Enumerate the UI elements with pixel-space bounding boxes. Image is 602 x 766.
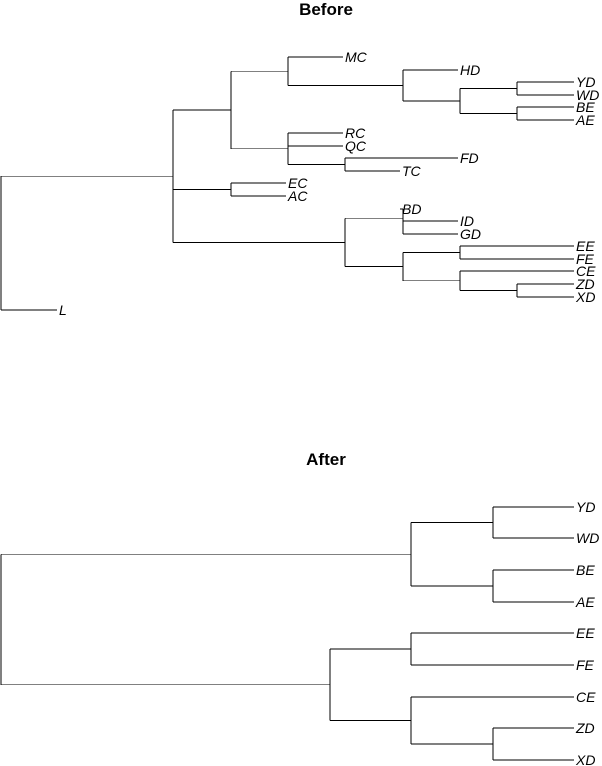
leaf-label-zd: ZD	[575, 276, 595, 292]
after-tree: YD WD BE AE EE FE CE ZD XD	[0, 499, 599, 766]
leaf-label-ec: EC	[288, 175, 308, 191]
leaf-label-ac: AC	[287, 188, 308, 204]
leaf-label-fe: FE	[576, 657, 595, 673]
leaf-label-xd: XD	[575, 752, 595, 766]
leaf-label-rc: RC	[345, 125, 366, 141]
leaf-label-fe: FE	[576, 251, 595, 267]
leaf-label-hd: HD	[460, 62, 480, 78]
leaf-label-mc: MC	[345, 49, 368, 65]
leaf-label-id: ID	[460, 213, 474, 229]
leaf-label-fd: FD	[460, 150, 479, 166]
leaf-label-xd: XD	[575, 289, 595, 305]
leaf-label-ee: EE	[576, 625, 595, 641]
leaf-label-be: BE	[576, 99, 595, 115]
leaf-label-be: BE	[576, 562, 595, 578]
leaf-label-tc: TC	[402, 163, 422, 179]
leaf-label-l: L	[59, 302, 67, 318]
leaf-label-wd: WD	[576, 87, 599, 103]
leaf-label-ce: CE	[576, 689, 596, 705]
leaf-label-ce: CE	[576, 263, 596, 279]
leaf-label-bd: BD	[402, 201, 421, 217]
leaf-label-zd: ZD	[575, 720, 595, 736]
leaf-label-ae: AE	[575, 112, 595, 128]
leaf-label-wd: WD	[576, 530, 599, 546]
leaf-label-qc: QC	[345, 138, 367, 154]
leaf-label-gd: GD	[460, 226, 481, 242]
after-title: After	[306, 450, 346, 469]
leaf-label-ee: EE	[576, 238, 595, 254]
leaf-label-yd: YD	[576, 499, 595, 515]
leaf-label-yd: YD	[576, 74, 595, 90]
leaf-label-ae: AE	[575, 594, 595, 610]
before-title: Before	[299, 0, 353, 19]
